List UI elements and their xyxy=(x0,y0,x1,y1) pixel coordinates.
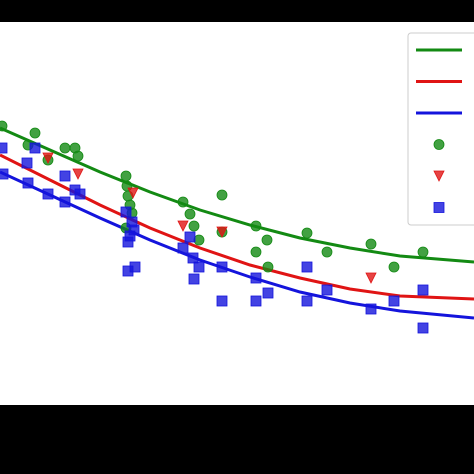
point xyxy=(388,295,400,307)
point xyxy=(120,206,132,218)
point xyxy=(250,246,262,258)
point xyxy=(184,208,196,220)
point xyxy=(216,261,228,273)
point xyxy=(250,295,262,307)
point xyxy=(262,287,274,299)
point xyxy=(301,227,313,239)
point xyxy=(59,170,71,182)
point xyxy=(321,284,333,296)
point xyxy=(261,234,273,246)
point xyxy=(42,188,54,200)
point xyxy=(22,177,34,189)
point xyxy=(29,127,41,139)
point xyxy=(365,238,377,250)
point xyxy=(433,202,445,213)
point xyxy=(0,168,9,180)
point xyxy=(42,152,54,164)
point xyxy=(177,196,189,208)
point xyxy=(301,261,313,273)
point xyxy=(29,142,41,154)
point xyxy=(216,295,228,307)
point xyxy=(365,272,377,284)
point xyxy=(417,246,429,258)
point xyxy=(177,242,189,254)
point xyxy=(250,272,262,284)
point xyxy=(127,187,139,199)
point xyxy=(250,220,262,232)
point xyxy=(74,188,86,200)
point xyxy=(301,295,313,307)
point xyxy=(365,303,377,315)
fit-line xyxy=(0,126,474,264)
point xyxy=(0,142,8,154)
point xyxy=(59,142,71,154)
point xyxy=(216,226,228,238)
point xyxy=(129,261,141,273)
point xyxy=(433,139,445,150)
point xyxy=(72,168,84,180)
point xyxy=(216,189,228,201)
point xyxy=(262,261,274,273)
point xyxy=(193,234,205,246)
point xyxy=(388,261,400,273)
point xyxy=(433,170,445,182)
point xyxy=(21,157,33,169)
point xyxy=(177,220,189,232)
legend-box xyxy=(407,32,474,226)
point xyxy=(72,150,84,162)
point xyxy=(0,120,8,132)
plot-area xyxy=(0,22,474,405)
point xyxy=(321,246,333,258)
point xyxy=(184,231,196,243)
point xyxy=(120,170,132,182)
point xyxy=(188,273,200,285)
point xyxy=(417,284,429,296)
point xyxy=(417,322,429,334)
point xyxy=(128,224,140,236)
point xyxy=(188,220,200,232)
point xyxy=(187,252,199,264)
point xyxy=(193,261,205,273)
point xyxy=(59,196,71,208)
